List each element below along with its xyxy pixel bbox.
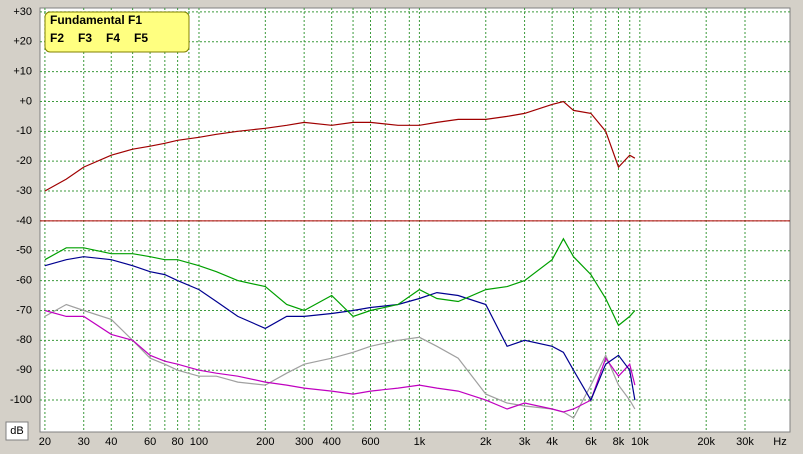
y-tick-label: -50 <box>16 245 32 257</box>
legend: Fundamental F1 F2 F3 F4 F5 <box>44 11 190 53</box>
legend-box <box>44 11 190 53</box>
series-line <box>44 100 636 192</box>
series-line <box>44 303 636 419</box>
unit-box <box>5 421 29 441</box>
y-tick-label: -40 <box>16 215 32 227</box>
series-line <box>44 256 636 402</box>
legend-entry: Fundamental F1 <box>50 13 142 27</box>
x-tick-label: 30k <box>736 436 754 448</box>
x-tick-label: 20k <box>697 436 715 448</box>
x-tick-label: 1k <box>414 436 426 448</box>
x-tick-label: 100 <box>190 436 208 448</box>
y-tick-label: -100 <box>10 394 32 406</box>
x-tick-label: 3k <box>519 436 531 448</box>
y-unit: dB <box>10 425 23 437</box>
y-tick-label: -10 <box>16 125 32 137</box>
x-tick-label: 200 <box>256 436 274 448</box>
x-tick-label: 40 <box>105 436 117 448</box>
x-unit: Hz <box>773 436 786 448</box>
x-tick-label: 600 <box>361 436 379 448</box>
y-tick-label: -80 <box>16 334 32 346</box>
x-tick-label: 10k <box>631 436 649 448</box>
y-tick-label: -20 <box>16 155 32 167</box>
x-tick-label: 4k <box>546 436 558 448</box>
y-tick-label: +30 <box>13 6 32 18</box>
legend-entry: F2 <box>50 31 64 45</box>
x-tick-label: 30 <box>78 436 90 448</box>
y-tick-label: +10 <box>13 66 32 78</box>
x-tick-label: 6k <box>585 436 597 448</box>
y-tick-label: -60 <box>16 275 32 287</box>
x-tick-label: 8k <box>613 436 625 448</box>
y-tick-label: -30 <box>16 185 32 197</box>
y-tick-label: +20 <box>13 36 32 48</box>
legend-entry: F4 <box>106 31 120 45</box>
x-tick-label: 20 <box>39 436 51 448</box>
x-tick-label: 300 <box>295 436 313 448</box>
y-tick-label: -70 <box>16 304 32 316</box>
x-tick-label: 60 <box>144 436 156 448</box>
x-tick-label: 2k <box>480 436 492 448</box>
series-line <box>44 237 636 327</box>
lines <box>40 100 790 419</box>
y-tick-label: +0 <box>19 95 32 107</box>
x-tick-label: 400 <box>323 436 341 448</box>
legend-entry: F3 <box>78 31 92 45</box>
series-line <box>44 309 636 413</box>
legend-entry: F5 <box>134 31 148 45</box>
x-tick-label: 80 <box>171 436 183 448</box>
y-tick-label: -90 <box>16 364 32 376</box>
